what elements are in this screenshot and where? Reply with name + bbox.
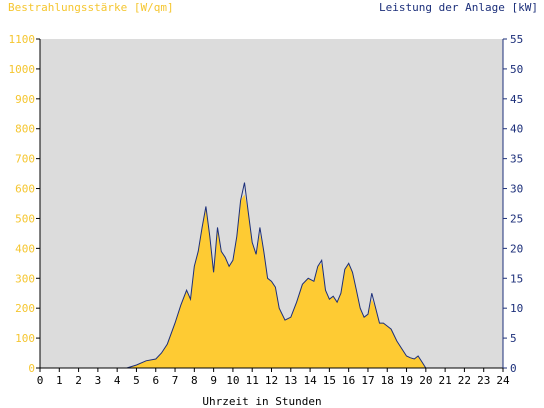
right-axis-tick-label: 20 (510, 242, 523, 255)
right-axis-tick-label: 25 (510, 212, 523, 225)
left-axis-tick-label: 0 (28, 362, 35, 375)
x-axis-tick-label: 1 (56, 374, 63, 387)
x-axis-tick-label: 2 (75, 374, 82, 387)
x-axis-tick-label: 12 (265, 374, 278, 387)
x-axis-tick-label: 7 (172, 374, 179, 387)
x-axis-tick-label: 24 (496, 374, 510, 387)
left-axis-tick-label: 900 (15, 93, 35, 106)
x-axis-tick-labels: 0 1 2 3 4 5 6 7 8 9 10 11 12 13 14 15 16 17 18 19 20 21 22 23 24 (37, 374, 510, 387)
x-axis-tick-label: 4 (114, 374, 121, 387)
right-axis-tick-label: 30 (510, 183, 523, 196)
x-axis-tick-label: 16 (342, 374, 355, 387)
left-axis-tick-label: 800 (15, 123, 35, 136)
left-axis-tick-label: 1000 (9, 63, 36, 76)
x-axis-tick-label: 5 (133, 374, 140, 387)
x-axis-tick-label: 13 (284, 374, 297, 387)
x-axis-tick-label: 23 (477, 374, 490, 387)
right-axis-tick-label: 55 (510, 33, 523, 46)
right-axis-tick-label: 5 (510, 332, 517, 345)
right-axis-title: Leistung der Anlage [kW] (379, 1, 538, 14)
left-axis-title: Bestrahlungsstärke [W/qm] (8, 1, 174, 14)
right-axis-tick-label: 35 (510, 153, 523, 166)
right-axis-tick-label: 15 (510, 272, 523, 285)
axes (36, 38, 507, 372)
x-axis-tick-label: 21 (439, 374, 452, 387)
x-axis-tick-label: 17 (361, 374, 374, 387)
x-axis-tick-label: 6 (152, 374, 159, 387)
x-axis-tick-label: 22 (458, 374, 471, 387)
right-axis-tick-label: 40 (510, 123, 523, 136)
right-axis-tick-label: 0 (510, 362, 517, 375)
x-axis-tick-label: 15 (323, 374, 336, 387)
left-axis-tick-label: 1100 (9, 33, 36, 46)
left-axis-tick-label: 500 (15, 212, 35, 225)
x-axis-tick-label: 9 (210, 374, 217, 387)
irradiance-area (40, 194, 503, 368)
x-axis-tick-label: 20 (419, 374, 432, 387)
left-axis-tick-label: 400 (15, 242, 35, 255)
right-axis-tick-label: 10 (510, 302, 523, 315)
x-axis-tick-label: 8 (191, 374, 198, 387)
x-axis-tick-label: 19 (400, 374, 413, 387)
left-axis-tick-label: 300 (15, 272, 35, 285)
right-axis-tick-label: 45 (510, 93, 523, 106)
power-line (40, 182, 503, 369)
x-axis-title: Uhrzeit in Stunden (202, 395, 321, 408)
left-axis-tick-label: 200 (15, 302, 35, 315)
right-axis-tick-label: 50 (510, 63, 523, 76)
x-axis-tick-label: 10 (226, 374, 239, 387)
left-axis-tick-labels: 0 100 200 300 400 500 600 700 800 900 1000 1100 (9, 33, 36, 375)
x-axis-tick-label: 14 (303, 374, 317, 387)
x-axis-tick-label: 0 (37, 374, 44, 387)
x-axis-tick-label: 18 (381, 374, 394, 387)
right-axis-tick-labels: 0 5 10 15 20 25 30 35 40 45 50 55 (510, 33, 523, 375)
x-axis-tick-label: 3 (95, 374, 102, 387)
left-axis-tick-label: 100 (15, 332, 35, 345)
left-axis-tick-label: 700 (15, 153, 35, 166)
x-axis-tick-label: 11 (246, 374, 259, 387)
left-axis-tick-label: 600 (15, 183, 35, 196)
